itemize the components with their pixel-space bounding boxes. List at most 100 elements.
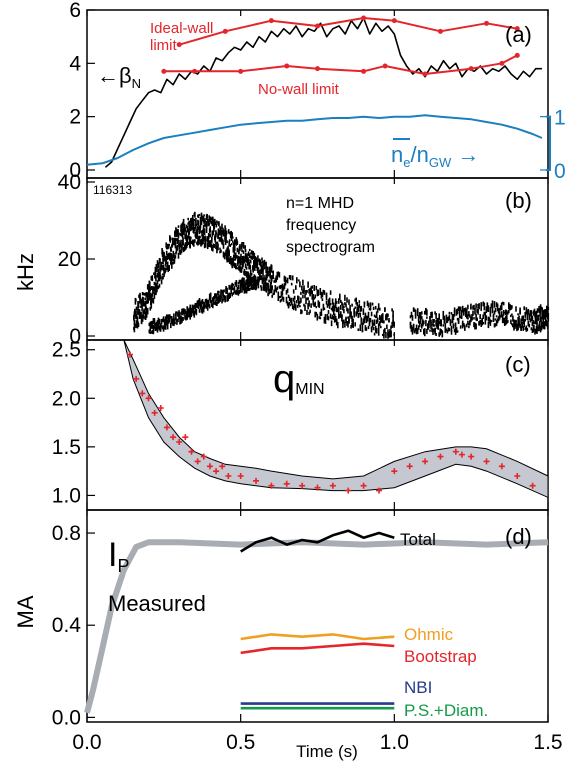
spectrogram-dot-2 xyxy=(432,328,434,335)
spectrogram-dot-0 xyxy=(192,239,194,246)
spectrogram-dot-2 xyxy=(478,321,480,326)
qmin-point-35 xyxy=(498,463,505,470)
spectrogram-dot-2 xyxy=(463,322,465,327)
spectrogram-dot-1 xyxy=(250,285,252,290)
spectrogram-dot-1 xyxy=(183,308,185,315)
spectrogram-dot-0 xyxy=(393,321,395,328)
spectrogram-dot-0 xyxy=(268,279,270,283)
spectrogram-dot-0 xyxy=(201,215,204,221)
spectrogram-dot-0 xyxy=(141,315,143,321)
spectrogram-dot-0 xyxy=(203,218,205,224)
spectrogram-dot-0 xyxy=(367,325,370,330)
spectrogram-dot-2 xyxy=(414,327,417,332)
spectrogram-dot-2 xyxy=(460,315,463,319)
spectrogram-dot-2 xyxy=(544,316,547,321)
spectrogram-dot-0 xyxy=(342,303,344,311)
panel-a-series-1-point-5 xyxy=(391,18,397,24)
spectrogram-dot-2 xyxy=(418,311,421,319)
spectrogram-dot-2 xyxy=(498,312,501,320)
spectrogram-dot-0 xyxy=(244,245,246,248)
spectrogram-dot-0 xyxy=(297,296,299,299)
spectrogram-dot-2 xyxy=(540,324,543,327)
spectrogram-dot-2 xyxy=(478,303,480,310)
spectrogram-dot-0 xyxy=(227,259,230,262)
spectrogram-dot-1 xyxy=(250,277,253,282)
spectrogram-dot-0 xyxy=(274,277,277,283)
spectrogram-dot-2 xyxy=(487,305,490,312)
spectrogram-dot-1 xyxy=(158,325,161,331)
spectrogram-dot-0 xyxy=(165,258,167,265)
spectrogram-dot-0 xyxy=(180,233,182,237)
spectrogram-dot-0 xyxy=(161,273,164,276)
spectrogram-dot-0 xyxy=(321,292,324,298)
spectrogram-dot-0 xyxy=(265,261,267,267)
spectrogram-dot-2 xyxy=(505,309,507,316)
legend-label-p-s-diam-: P.S.+Diam. xyxy=(404,701,488,720)
spectrogram-dot-0 xyxy=(199,227,201,231)
spectrogram-dot-0 xyxy=(270,275,273,282)
spectrogram-dot-2 xyxy=(496,303,499,307)
spectrogram-dot-2 xyxy=(439,328,441,336)
spectrogram-dot-0 xyxy=(206,242,209,250)
spectrogram-dot-2 xyxy=(483,305,486,311)
spectrogram-dot-0 xyxy=(154,274,156,279)
spectrogram-dot-0 xyxy=(321,298,324,302)
spectrogram-dot-2 xyxy=(517,317,519,324)
spectrogram-dot-2 xyxy=(522,320,524,324)
spectrogram-dot-0 xyxy=(180,223,183,229)
spectrogram-dot-0 xyxy=(344,294,346,301)
spectrogram-dot-1 xyxy=(172,320,174,326)
spectrogram-dot-0 xyxy=(253,252,256,260)
spectrogram-dot-0 xyxy=(238,266,240,271)
spectrogram-dot-2 xyxy=(524,327,526,330)
spectrogram-dot-2 xyxy=(479,314,481,318)
spectrogram-dot-0 xyxy=(177,225,180,228)
qmin-point-5 xyxy=(157,405,164,411)
spectrogram-dot-0 xyxy=(356,302,358,307)
spectrogram-dot-0 xyxy=(240,268,243,273)
spectrogram-dot-2 xyxy=(547,312,550,318)
spectrogram-dot-1 xyxy=(181,316,183,323)
spectrogram-dot-0 xyxy=(138,309,141,314)
spectrogram-dot-0 xyxy=(171,243,174,248)
qmin-point-8 xyxy=(176,439,183,445)
spectrogram-dot-0 xyxy=(133,325,136,333)
spectrogram-dot-1 xyxy=(180,315,182,321)
spectrogram-dot-0 xyxy=(338,306,340,314)
spectrogram-dot-2 xyxy=(422,319,424,326)
spectrogram-dot-2 xyxy=(529,312,532,315)
spectrogram-dot-0 xyxy=(350,311,352,315)
spectrogram-dot-0 xyxy=(242,263,244,267)
spectrogram-dot-0 xyxy=(346,307,348,312)
spectrogram-dot-1 xyxy=(160,324,163,327)
spectrogram-dot-1 xyxy=(149,332,152,334)
spectrogram-dot-1 xyxy=(177,312,179,317)
qmin-point-10 xyxy=(188,448,195,455)
spectrogram-dot-1 xyxy=(218,296,220,304)
spectrogram-dot-1 xyxy=(173,313,175,320)
spectrogram-dot-0 xyxy=(386,324,388,329)
spectrogram-dot-0 xyxy=(345,303,347,308)
spectrogram-dot-2 xyxy=(540,306,542,309)
spectrogram-dot-0 xyxy=(309,309,311,314)
spectrogram-dot-0 xyxy=(137,302,140,308)
spectrogram-dot-2 xyxy=(414,309,417,316)
spectrogram-dot-0 xyxy=(144,300,147,307)
spectrogram-dot-2 xyxy=(453,307,456,313)
spectrogram-dot-2 xyxy=(416,311,419,317)
spectrogram-dot-0 xyxy=(298,279,300,282)
spectrogram-dot-2 xyxy=(427,324,429,330)
spectrogram-dot-0 xyxy=(302,279,304,286)
spectrogram-dot-0 xyxy=(224,238,227,245)
spectrogram-dot-0 xyxy=(205,220,208,228)
spectrogram-dot-2 xyxy=(433,328,435,332)
spectrogram-dot-0 xyxy=(370,326,373,330)
spectrogram-dot-0 xyxy=(296,300,298,304)
spectrogram-dot-0 xyxy=(359,306,362,312)
panel-b-ylabel: kHz xyxy=(13,253,38,291)
spectrogram-dot-1 xyxy=(198,299,201,306)
spectrogram-dot-2 xyxy=(473,322,475,328)
spectrogram-dot-0 xyxy=(198,238,200,245)
spectrogram-dot-2 xyxy=(461,305,464,313)
spectrogram-dot-2 xyxy=(421,323,423,329)
